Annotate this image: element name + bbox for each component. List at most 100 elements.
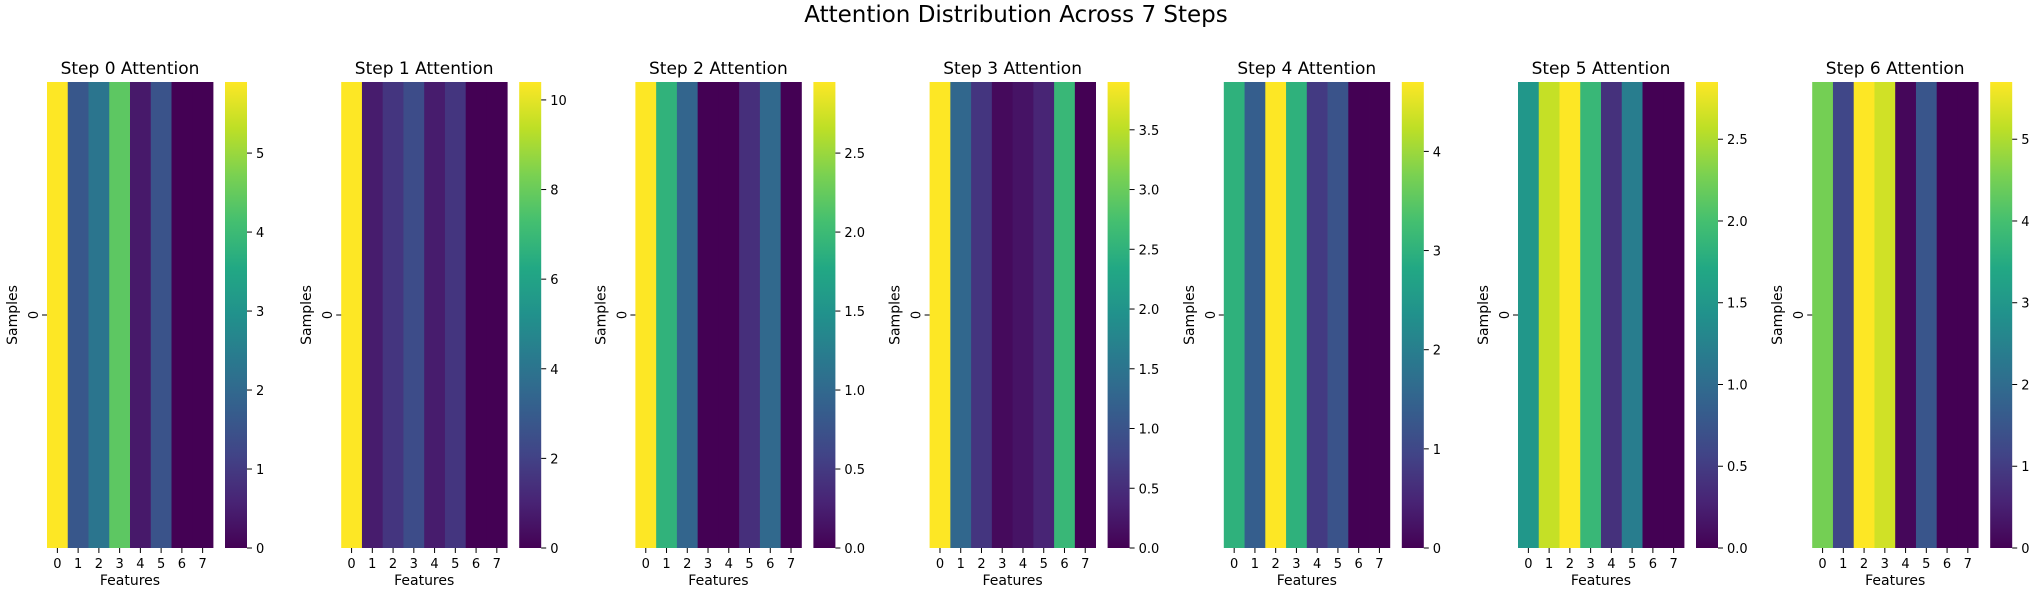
heatmap-cell (1663, 82, 1685, 548)
x-tick-label: 0 (936, 557, 944, 572)
x-tick-label: 7 (1669, 557, 1677, 572)
x-tick-label: 1 (662, 557, 670, 572)
x-tick-label: 4 (1313, 557, 1321, 572)
x-tick-label: 2 (95, 557, 103, 572)
heatmap-cell (780, 82, 802, 548)
x-tick-label: 5 (1334, 557, 1342, 572)
colorbar-tick-label: 2 (256, 384, 264, 399)
heatmap-cell (150, 82, 172, 548)
colorbar-tick-label: 1.0 (1139, 423, 1160, 438)
colorbar-tick-label: 6 (550, 273, 558, 288)
y-axis-label: Samples (1770, 285, 1786, 345)
colorbar-tick-label: 1 (2021, 460, 2029, 475)
x-tick-label: 5 (157, 557, 165, 572)
x-tick-label: 0 (1230, 557, 1238, 572)
heatmap-cell (1580, 82, 1602, 548)
heatmap-cell (1033, 82, 1055, 548)
colorbar (519, 82, 542, 548)
x-tick-label: 0 (347, 557, 355, 572)
x-tick-label: 3 (115, 557, 123, 572)
colorbar-tick-label: 1.5 (1727, 297, 1748, 312)
heatmap-cell (465, 82, 487, 548)
colorbar (225, 82, 247, 548)
y-axis-label: Samples (593, 285, 609, 345)
y-tick-label: 0 (27, 311, 42, 319)
panel-title: Step 1 Attention (355, 59, 494, 79)
x-tick-label: 6 (178, 557, 186, 572)
heatmap-cell (1223, 82, 1245, 548)
heatmap-cell (991, 82, 1013, 548)
heatmap-cell (67, 82, 89, 548)
colorbar-tick-label: 0 (550, 542, 558, 557)
y-tick-label: 0 (1792, 311, 1807, 319)
heatmap-cell (1286, 82, 1308, 548)
heatmap-cell (47, 82, 69, 548)
heatmap-cell (1327, 82, 1349, 548)
heatmap-cell (1074, 82, 1096, 548)
colorbar-tick-label: 0.0 (844, 542, 865, 557)
x-tick-label: 2 (389, 557, 397, 572)
x-tick-label: 4 (136, 557, 144, 572)
colorbar-tick-label: 10 (550, 94, 567, 109)
x-tick-label: 4 (430, 557, 438, 572)
colorbar-tick-label: 2.5 (1139, 243, 1160, 258)
colorbar-tick-label: 3 (256, 305, 264, 320)
x-tick-label: 3 (1586, 557, 1594, 572)
y-axis-label: Samples (299, 285, 315, 345)
x-tick-label: 5 (1922, 557, 1930, 572)
x-tick-label: 7 (198, 557, 206, 572)
colorbar-tick-label: 1.5 (1139, 363, 1160, 378)
heatmap-cell (950, 82, 972, 548)
x-tick-label: 0 (642, 557, 650, 572)
heatmap-cell (1054, 82, 1076, 548)
colorbar-tick-label: 2 (1433, 344, 1441, 359)
heatmap-cell (444, 82, 467, 548)
x-tick-label: 0 (1524, 557, 1532, 572)
x-tick-label: 1 (1839, 557, 1847, 572)
x-axis-label: Features (100, 573, 160, 589)
heatmap-cell (971, 82, 993, 548)
y-axis-label: Samples (1182, 285, 1198, 345)
colorbar (1696, 82, 1718, 548)
colorbar-tick-label: 1 (1433, 443, 1441, 458)
x-tick-label: 2 (683, 557, 691, 572)
heatmap-cell (382, 82, 404, 548)
x-tick-label: 7 (1964, 557, 1972, 572)
colorbar-tick-label: 0.0 (1727, 542, 1748, 557)
colorbar-tick-label: 4 (1433, 145, 1441, 160)
heatmap-cell (656, 82, 678, 548)
panel-title: Step 3 Attention (943, 59, 1082, 79)
heatmap-cell (1642, 82, 1664, 548)
colorbar-tick-label: 3 (1433, 245, 1441, 260)
x-tick-label: 6 (1355, 557, 1363, 572)
colorbar-tick-label: 0.5 (1139, 482, 1160, 497)
heatmap-cell (759, 82, 782, 548)
heatmap-cell (1538, 82, 1560, 548)
colorbar (813, 82, 836, 548)
heatmap-cell (1559, 82, 1581, 548)
x-tick-label: 6 (1943, 557, 1951, 572)
x-tick-label: 5 (1628, 557, 1636, 572)
colorbar-tick-label: 0.5 (844, 463, 865, 478)
x-tick-label: 4 (1019, 557, 1027, 572)
heatmap-cell (1348, 82, 1370, 548)
heatmap-cell (1012, 82, 1034, 548)
colorbar-tick-label: 3.5 (1139, 124, 1160, 139)
x-tick-label: 6 (472, 557, 480, 572)
x-axis-label: Features (394, 573, 454, 589)
heatmap-cell (635, 82, 657, 548)
y-tick-label: 0 (615, 311, 630, 319)
x-tick-label: 5 (745, 557, 753, 572)
colorbar (1401, 82, 1424, 548)
x-tick-label: 4 (1607, 557, 1615, 572)
figure-title: Attention Distribution Across 7 Steps (804, 2, 1228, 28)
heatmap-cell (130, 82, 152, 548)
heatmap-cell (109, 82, 131, 548)
panel-title: Step 0 Attention (61, 59, 200, 79)
colorbar-tick-label: 0.0 (1139, 542, 1160, 557)
colorbar-tick-label: 2.5 (844, 147, 865, 162)
